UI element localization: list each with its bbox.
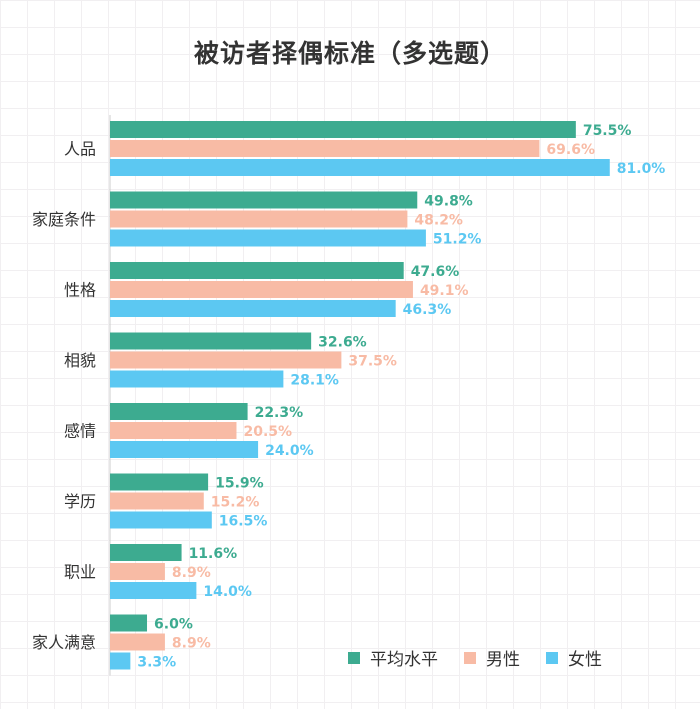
- data-label-average: 47.6%: [411, 264, 460, 280]
- legend-label-female: 女性: [568, 650, 602, 670]
- data-label-male: 20.5%: [243, 424, 292, 440]
- bar-female: [110, 159, 610, 176]
- bar-female: [110, 229, 426, 247]
- legend-swatch-female: [546, 651, 558, 664]
- legend-item-average: 平均水平: [348, 645, 438, 670]
- data-label-average: 32.6%: [318, 335, 367, 351]
- bar-average: [110, 191, 418, 209]
- data-label-female: 51.2%: [433, 232, 482, 248]
- chart-title: 被访者择偶标准（多选题）: [193, 39, 506, 68]
- category-label: 感情: [64, 422, 96, 441]
- category-label: 学历: [64, 492, 96, 511]
- legend-swatch-average: [348, 651, 360, 664]
- data-label-average: 75.5%: [583, 123, 632, 139]
- legend-item-male: 男性: [464, 645, 520, 670]
- data-label-female: 46.3%: [403, 302, 452, 318]
- category-label: 家人满意: [32, 633, 96, 652]
- category-label: 相貌: [64, 351, 96, 370]
- bar-male: [110, 281, 413, 298]
- data-label-male: 8.9%: [172, 565, 211, 581]
- bar-female: [110, 511, 212, 529]
- data-label-female: 28.1%: [290, 373, 339, 389]
- data-label-average: 11.6%: [189, 546, 238, 562]
- bar-average: [110, 473, 209, 491]
- legend-label-male: 男性: [486, 650, 520, 670]
- category-label: 职业: [64, 563, 96, 582]
- data-label-male: 15.2%: [211, 495, 260, 511]
- bar-average: [110, 262, 404, 279]
- data-label-female: 16.5%: [219, 514, 268, 530]
- bar-female: [110, 441, 259, 458]
- bar-average: [110, 403, 248, 420]
- data-label-average: 49.8%: [424, 194, 473, 210]
- category-label: 人品: [64, 140, 96, 159]
- bar-average: [110, 332, 312, 350]
- bar-male: [110, 140, 540, 157]
- legend: 平均水平 男性 女性: [348, 645, 628, 670]
- data-label-male: 37.5%: [348, 354, 397, 370]
- bar-average: [110, 614, 148, 632]
- data-label-average: 22.3%: [255, 405, 304, 421]
- data-label-male: 69.6%: [546, 142, 595, 158]
- bar-female: [110, 582, 197, 599]
- data-label-female: 3.3%: [137, 655, 176, 671]
- bar-male: [110, 563, 165, 580]
- bar-male: [110, 633, 165, 651]
- legend-label-average: 平均水平: [370, 650, 438, 670]
- bar-female: [110, 300, 396, 317]
- category-label: 性格: [64, 281, 96, 300]
- bar-male: [110, 210, 408, 228]
- bar-male: [110, 351, 342, 369]
- bar-female: [110, 652, 131, 670]
- data-label-male: 49.1%: [420, 283, 469, 299]
- data-label-female: 24.0%: [265, 443, 314, 459]
- data-label-female: 14.0%: [203, 584, 252, 600]
- data-label-male: 8.9%: [172, 636, 211, 652]
- bar-male: [110, 492, 204, 510]
- bar-average: [110, 121, 576, 138]
- legend-item-female: 女性: [546, 645, 602, 670]
- bar-male: [110, 422, 237, 439]
- data-label-male: 48.2%: [414, 213, 463, 229]
- legend-swatch-male: [464, 651, 476, 664]
- bar-average: [110, 544, 182, 561]
- data-label-average: 6.0%: [154, 617, 193, 633]
- category-label: 家庭条件: [32, 210, 96, 229]
- data-label-average: 15.9%: [215, 476, 264, 492]
- data-label-female: 81.0%: [617, 161, 666, 177]
- bar-female: [110, 370, 284, 388]
